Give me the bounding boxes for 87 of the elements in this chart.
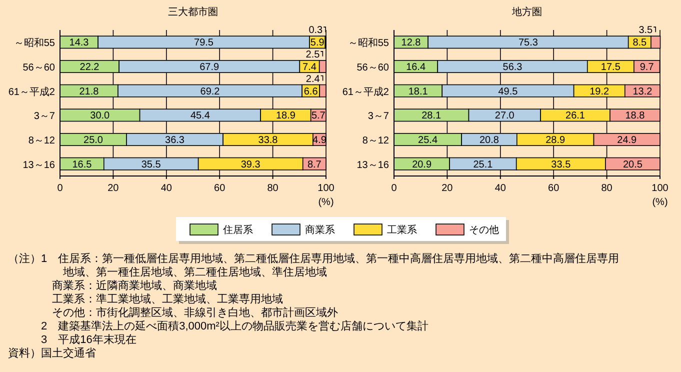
legend-label: 商業系 [305, 224, 335, 236]
x-axis-title: (%) [652, 197, 668, 208]
data-label: 33.5 [551, 159, 572, 170]
x-tick-label: 0 [57, 183, 64, 194]
y-tick-label: ～昭和55 [348, 37, 390, 50]
data-label: 5.9 [310, 38, 325, 49]
data-label: 5.7 [311, 110, 326, 122]
data-label: 8.5 [632, 38, 648, 49]
data-label: 75.3 [518, 38, 538, 49]
chart-title: 三大都市圏 [168, 6, 218, 18]
x-tick-label: 40 [160, 183, 172, 194]
text: （注）1 住居系：第一種低層住居専用地域、第二種低層住居専用地域、第一種中高層住居専用地域、第二種中高層住居専用 [8, 252, 620, 265]
data-label: 12.8 [401, 38, 422, 49]
data-label: 7.4 [302, 62, 317, 73]
data-label: 9.7 [640, 62, 654, 73]
chart-title: 地方圏 [511, 6, 542, 18]
y-tick-label: 61～平成2 [8, 86, 56, 98]
data-label: 28.1 [422, 110, 442, 122]
y-tick-label: 61～平成2 [342, 86, 390, 98]
data-label: 45.4 [190, 110, 210, 122]
y-tick-label: 56～60 [356, 62, 390, 74]
x-tick-label: 20 [442, 183, 454, 194]
data-label: 25.1 [473, 159, 494, 170]
data-label: 33.8 [258, 135, 278, 146]
data-label: 17.5 [600, 62, 621, 73]
data-label: 14.3 [69, 38, 90, 49]
legend-label: 住居系 [223, 224, 253, 236]
data-label: 8.7 [307, 159, 322, 170]
x-tick-label: 100 [318, 183, 335, 194]
legend-label: 工業系 [387, 224, 417, 236]
legend-label: その他 [469, 224, 499, 236]
data-label: 28.9 [546, 135, 566, 146]
x-tick-label: 80 [267, 183, 279, 194]
data-label: 36.3 [165, 135, 185, 146]
data-label: 13.2 [632, 86, 653, 98]
data-label: 67.9 [200, 62, 220, 73]
data-label: 19.2 [590, 86, 610, 98]
data-label: 6.6 [304, 86, 318, 98]
data-label: 25.0 [84, 135, 104, 146]
text: 資料）国土交通省 [8, 346, 96, 360]
text: その他：市街化調整区域、非線引き白地、都市計画区域外 [8, 306, 338, 319]
data-label: 16.4 [406, 62, 426, 73]
data-label: 0.3 [308, 25, 324, 36]
y-tick-label: 8～12 [362, 136, 390, 146]
data-label: 18.8 [625, 110, 646, 122]
text: 工業系：準工業地域、工業地域、工業専用地域 [8, 292, 283, 306]
data-label: 2.4 [306, 74, 320, 85]
y-tick-label: 8～12 [28, 136, 56, 146]
data-label: 24.9 [617, 135, 638, 146]
data-label: 49.5 [498, 86, 518, 98]
data-label: 16.5 [72, 159, 92, 170]
x-tick-label: 80 [601, 183, 613, 194]
x-tick-label: 40 [494, 183, 506, 194]
data-label: 21.8 [79, 86, 100, 98]
data-label: 56.3 [502, 62, 523, 73]
x-axis-title: (%) [318, 197, 334, 208]
y-tick-label: 13～16 [356, 160, 390, 171]
data-label: 20.8 [479, 135, 500, 146]
data-label: 79.5 [194, 38, 214, 49]
data-label: 20.9 [412, 159, 432, 170]
x-tick-label: 0 [391, 183, 398, 194]
y-tick-label: 56～60 [22, 62, 56, 74]
x-tick-label: 100 [652, 183, 669, 194]
data-label: 18.9 [276, 110, 296, 122]
y-tick-label: ～昭和55 [14, 37, 56, 50]
y-tick-label: 13～16 [22, 160, 56, 171]
data-label: 3.5 [638, 25, 654, 36]
text: 商業系：近隣商業地域、商業地域 [8, 279, 217, 292]
data-label: 26.1 [566, 110, 586, 122]
data-label: 20.5 [623, 159, 643, 170]
y-tick-label: 3～7 [368, 111, 390, 122]
data-label: 25.4 [418, 135, 438, 146]
text: 地域、第一種住居地域、第二種住居地域、準住居地域 [8, 266, 327, 278]
x-tick-label: 60 [548, 183, 560, 194]
data-label: 18.1 [408, 86, 428, 98]
text: 3 平成16年末現在 [8, 333, 136, 346]
x-tick-label: 60 [214, 183, 226, 194]
data-label: 39.3 [240, 159, 261, 170]
data-label: 27.0 [494, 110, 515, 122]
x-tick-label: 20 [108, 183, 120, 194]
data-label: 22.2 [80, 62, 100, 73]
data-label: 35.5 [141, 159, 162, 170]
y-tick-label: 3～7 [34, 111, 56, 122]
data-label: 69.2 [200, 86, 220, 98]
text: 2 建築基準法上の延べ面積3,000m²以上の物品販売業を営む店舗について集計 [8, 320, 428, 332]
data-label: 2.5 [306, 49, 320, 60]
data-label: 30.0 [90, 110, 110, 122]
